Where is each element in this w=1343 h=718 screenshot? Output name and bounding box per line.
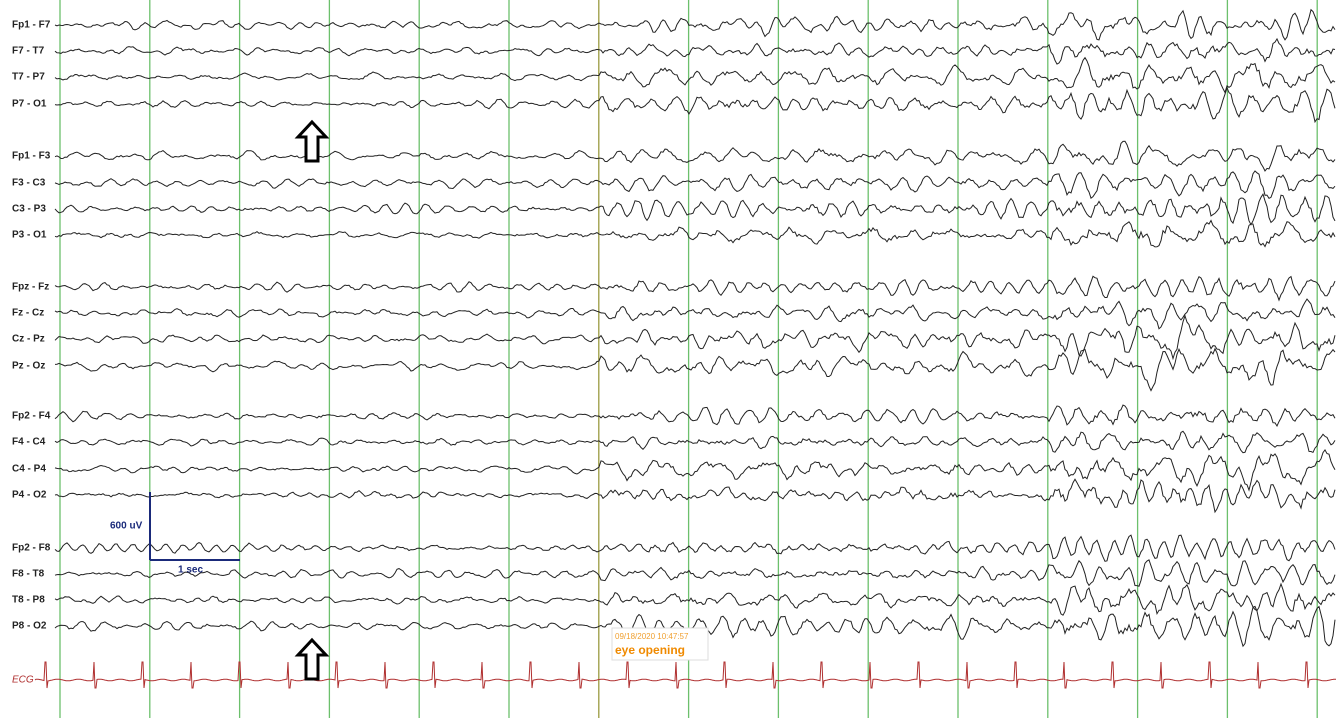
channel-labels: Fp1 - F7 F7 - T7 T7 - P7 P7 - O1 Fp1 - F3 F3 … bbox=[12, 20, 51, 632]
annotation-timestamp: 09/18/2020 10:47:57 bbox=[615, 632, 689, 641]
annotation-box bbox=[611, 627, 709, 661]
event-annotation: 09/18/2020 10:47:57 eye opening bbox=[611, 627, 709, 661]
eeg-trace bbox=[54, 37, 1336, 65]
arrow-marker bbox=[294, 119, 330, 163]
eeg-trace bbox=[54, 193, 1336, 226]
time-label: 1 sec bbox=[178, 565, 203, 576]
eeg-trace bbox=[54, 140, 1336, 172]
channel-label: Cz - Pz bbox=[12, 334, 45, 345]
channel-label: Pz - Oz bbox=[12, 361, 45, 372]
channel-label: Fp1 - F7 bbox=[12, 20, 51, 31]
traces bbox=[34, 8, 1336, 689]
eeg-trace bbox=[54, 448, 1336, 492]
eeg-trace bbox=[54, 534, 1336, 562]
eeg-trace bbox=[54, 404, 1336, 428]
eeg-trace bbox=[54, 314, 1336, 361]
channel-label: F8 - T8 bbox=[12, 569, 45, 580]
eeg-trace bbox=[54, 478, 1336, 514]
eeg-trace bbox=[54, 170, 1336, 200]
eeg-trace bbox=[54, 430, 1336, 454]
channel-label: Fp1 - F3 bbox=[12, 151, 51, 162]
channel-label: P3 - O1 bbox=[12, 230, 47, 241]
channel-label: T7 - P7 bbox=[12, 72, 45, 83]
channel-label: C3 - P3 bbox=[12, 204, 46, 215]
time-grid bbox=[59, 0, 1318, 718]
eeg-trace bbox=[54, 219, 1336, 248]
amplitude-label: 600 uV bbox=[110, 521, 143, 532]
eeg-trace bbox=[54, 8, 1336, 41]
channel-label: T8 - P8 bbox=[12, 595, 45, 606]
channel-label: F7 - T7 bbox=[12, 46, 45, 57]
annotation-label: eye opening bbox=[615, 643, 685, 657]
channel-label: Fp2 - F4 bbox=[12, 411, 51, 422]
scale-bar: 600 uV 1 sec bbox=[110, 492, 240, 576]
eeg-trace bbox=[54, 275, 1336, 302]
ecg-label: ECG bbox=[12, 675, 34, 686]
eeg-trace bbox=[54, 56, 1336, 94]
eeg-trace bbox=[54, 605, 1336, 648]
eeg-trace bbox=[54, 347, 1336, 392]
eeg-trace bbox=[54, 582, 1336, 616]
eeg-trace bbox=[54, 298, 1336, 330]
eeg-trace bbox=[54, 86, 1336, 124]
channel-label: Fpz - Fz bbox=[12, 282, 49, 293]
channel-label: F3 - C3 bbox=[12, 178, 46, 189]
ecg-trace bbox=[34, 661, 1336, 689]
arrow-marker bbox=[294, 637, 330, 681]
eeg-trace bbox=[54, 559, 1336, 587]
channel-label: P4 - O2 bbox=[12, 490, 47, 501]
channel-label: Fp2 - F8 bbox=[12, 543, 51, 554]
channel-label: P7 - O1 bbox=[12, 99, 47, 110]
channel-label: C4 - P4 bbox=[12, 464, 46, 475]
channel-label: P8 - O2 bbox=[12, 621, 47, 632]
channel-label: Fz - Cz bbox=[12, 308, 44, 319]
channel-label: F4 - C4 bbox=[12, 437, 46, 448]
